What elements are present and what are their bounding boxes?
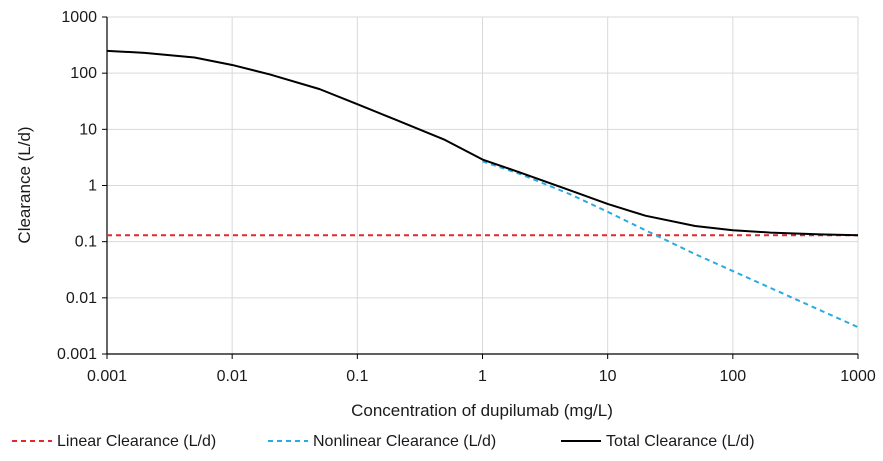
- y-tick-label: 1000: [61, 9, 97, 26]
- x-tick-label: 0.01: [217, 368, 248, 385]
- x-tick-label: 100: [719, 368, 746, 385]
- x-tick-label: 0.001: [87, 368, 127, 385]
- series: [106, 49, 859, 329]
- y-tick-label: 1: [88, 178, 97, 195]
- series-line-3: [106, 49, 859, 237]
- legend-label-2: Nonlinear Clearance (L/d): [313, 433, 496, 450]
- x-tick-label: 1000: [840, 368, 876, 385]
- y-tick-label: 100: [70, 65, 97, 82]
- x-axis-title: Concentration of dupilumab (mg/L): [351, 401, 613, 420]
- grid: [106, 16, 859, 355]
- legend: Linear Clearance (L/d) Nonlinear Clearanc…: [12, 433, 755, 450]
- x-tick-label: 10: [599, 368, 617, 385]
- y-axis-title: Clearance (L/d): [15, 126, 34, 243]
- y-tick-label: 0.1: [75, 234, 97, 251]
- x-tick-label: 1: [478, 368, 487, 385]
- legend-label-1: Linear Clearance (L/d): [57, 433, 216, 450]
- y-tick-label: 10: [79, 121, 97, 138]
- tick-labels: 0.001 0.01 0.1 1 10 100 1000 0.001 0.01 0.1 1 10 100…: [57, 9, 876, 385]
- y-tick-label: 0.01: [66, 290, 97, 307]
- legend-label-3: Total Clearance (L/d): [606, 433, 755, 450]
- x-tick-label: 0.1: [346, 368, 368, 385]
- series-line-2: [482, 160, 859, 329]
- y-tick-label: 0.001: [57, 346, 97, 363]
